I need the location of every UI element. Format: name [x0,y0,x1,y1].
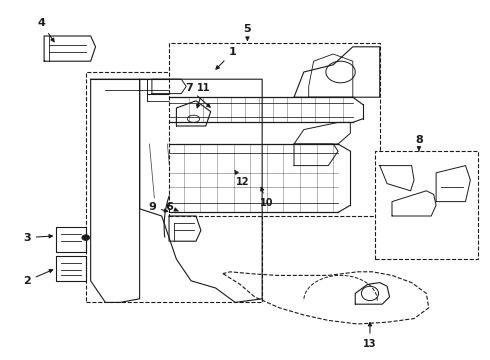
Circle shape [82,235,90,240]
Bar [86,72,262,302]
Text: 6: 6 [165,202,178,212]
Text: 2: 2 [23,270,53,286]
Text: 8: 8 [415,135,423,151]
Text: 4: 4 [38,18,54,42]
Bar [375,151,478,259]
Text: 7: 7 [185,83,210,107]
Bar [169,43,380,216]
Text: 13: 13 [363,323,377,349]
Text: 1: 1 [216,47,237,69]
Text: 3: 3 [23,233,52,243]
Text: 5: 5 [244,24,251,40]
Text: 9: 9 [148,202,168,212]
Text: 11: 11 [196,83,210,108]
Text: 10: 10 [260,187,274,208]
Text: 12: 12 [235,171,249,187]
